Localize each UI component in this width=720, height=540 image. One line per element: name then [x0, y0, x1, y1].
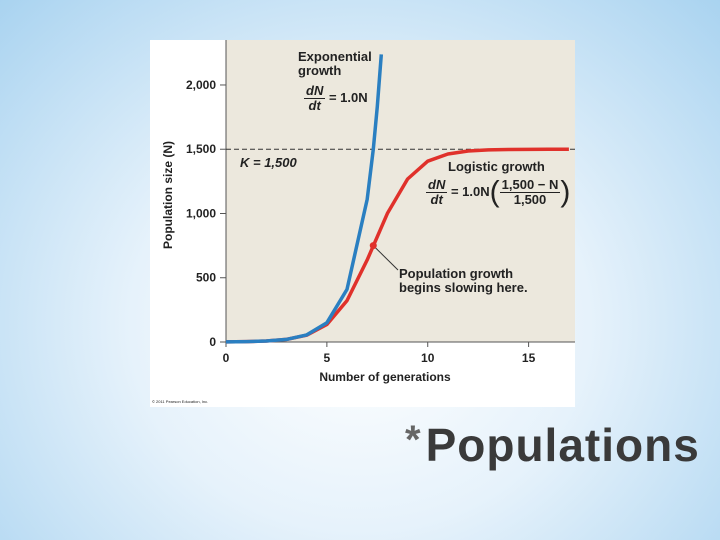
denominator: dt	[308, 98, 321, 113]
y-tick-label: 2,000	[186, 78, 216, 92]
y-axis-label: Population size (N)	[161, 141, 175, 249]
y-tick-label: 1,500	[186, 142, 216, 156]
exp-equation: dN dt = 1.0N	[304, 84, 368, 113]
paren: (	[489, 175, 500, 209]
factor-denominator: 1,500	[513, 192, 547, 207]
x-tick-label: 15	[522, 351, 536, 365]
numerator: dN	[304, 83, 326, 99]
factor: 1,500 − N 1,500	[499, 177, 561, 207]
y-tick-label: 1,000	[186, 206, 216, 220]
series-line	[225, 54, 384, 344]
highlight-point	[369, 242, 377, 250]
x-axis-label: Number of generations	[319, 370, 451, 384]
denominator: dt	[430, 192, 443, 207]
x-tick-label: 10	[421, 351, 435, 365]
rhs: = 1.0N	[450, 183, 490, 199]
exp-label: Exponential growth	[298, 49, 372, 78]
credit: © 2011 Pearson Education, Inc.	[152, 399, 208, 404]
y-tick-label: 500	[196, 271, 216, 285]
slide-title: *Populations	[405, 418, 700, 472]
rhs: = 1.0N	[328, 89, 368, 105]
x-tick-label: 5	[324, 351, 331, 365]
fraction: dN dt	[426, 177, 448, 207]
fraction: dN dt	[304, 83, 326, 113]
bullet: *	[405, 418, 422, 462]
k-label: K = 1,500	[240, 155, 297, 170]
logistic-label: Logistic growth	[448, 159, 545, 174]
leader-line	[372, 245, 399, 271]
factor-numerator: 1,500 − N	[499, 177, 561, 193]
x-tick-label: 0	[223, 351, 230, 365]
title-text: Populations	[425, 419, 700, 471]
y-tick-label: 0	[209, 335, 216, 349]
numerator: dN	[426, 177, 448, 193]
logistic-equation: dN dt = 1.0N(1,500 − N 1,500)	[426, 175, 571, 209]
slowing-label: Population growth begins slowing here.	[399, 266, 528, 295]
paren: )	[560, 175, 571, 209]
